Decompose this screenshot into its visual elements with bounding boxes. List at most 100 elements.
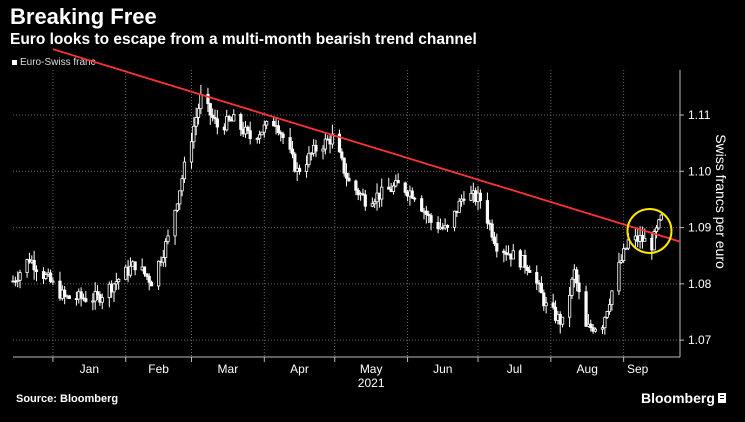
candle-body: [248, 130, 252, 140]
candle-body: [149, 281, 154, 287]
candle-body: [622, 248, 626, 262]
candle-body: [542, 292, 546, 307]
candle-body: [290, 148, 295, 155]
candle-body: [420, 198, 424, 212]
candle-body: [570, 278, 574, 296]
candle-body: [32, 259, 36, 271]
x-tick-label: Aug: [577, 362, 598, 376]
y-tick-label: 1.09: [688, 221, 712, 235]
candle-body: [180, 178, 184, 192]
candle-body: [429, 215, 433, 223]
candle-body: [192, 125, 196, 143]
candle-body: [347, 177, 351, 182]
candle-body: [560, 316, 565, 325]
candle-body: [387, 186, 391, 190]
chart-subtitle: Euro looks to escape from a multi-month …: [10, 31, 477, 48]
candle-body: [213, 117, 217, 120]
candle-body: [265, 120, 269, 126]
candle-body: [281, 133, 285, 139]
candle-body: [577, 282, 581, 293]
trend-line: [52, 48, 681, 243]
candle-body: [617, 261, 621, 292]
candle-body: [589, 323, 593, 329]
candle-body: [619, 260, 623, 263]
candle-body: [260, 131, 264, 136]
candle-body: [173, 209, 177, 237]
candle-body: [297, 167, 302, 172]
candle-body: [445, 224, 450, 228]
candle-body: [161, 257, 165, 263]
candle-body: [133, 261, 137, 271]
candle-body: [51, 280, 55, 283]
candle-body: [44, 274, 48, 279]
y-tick-label: 1.10: [688, 164, 712, 178]
legend-swatch: [12, 60, 17, 65]
candle-body: [215, 118, 219, 128]
candle-body: [485, 200, 490, 224]
candle-body: [227, 116, 231, 121]
candle-body: [18, 272, 22, 281]
candle-body: [189, 141, 194, 163]
candle-body: [117, 278, 121, 283]
candle-body: [511, 250, 515, 260]
candle-body: [48, 272, 53, 282]
candle-body: [100, 297, 104, 303]
candle-body: [363, 194, 367, 207]
candle-body: [239, 114, 243, 130]
candle-body: [523, 255, 527, 268]
candle-body: [178, 190, 182, 205]
candle-body: [208, 103, 212, 116]
candle-body: [34, 269, 39, 272]
candle-body: [147, 275, 151, 283]
candle-body: [657, 219, 661, 229]
candle-body: [307, 152, 311, 166]
candle-body: [495, 243, 499, 252]
candle-body: [196, 108, 201, 118]
candle-body: [452, 210, 457, 228]
candle-body: [356, 189, 360, 196]
candle-body: [142, 266, 147, 275]
candle-body: [424, 210, 428, 215]
legend-label: Euro-Swiss franc: [20, 57, 96, 68]
candle-body: [314, 144, 318, 152]
x-tick-label: Jan: [80, 362, 99, 376]
candle-body: [361, 193, 365, 196]
chart-legend: Euro-Swiss franc: [12, 57, 96, 68]
candle-body: [457, 200, 461, 213]
candle-body: [95, 291, 100, 295]
candle-body: [166, 235, 170, 243]
candle-body: [654, 227, 659, 232]
candle-body: [544, 302, 548, 307]
candle-body: [603, 316, 607, 329]
candle-body: [396, 180, 400, 184]
candle-body: [258, 134, 262, 139]
candle-body: [211, 114, 215, 118]
candle-body: [93, 291, 97, 302]
highlight-circle: [626, 207, 673, 254]
candle-body: [114, 281, 118, 285]
candle-body: [502, 250, 506, 254]
x-tick-label: Mar: [218, 362, 239, 376]
candle-body: [255, 138, 259, 140]
x-year-label: 2021: [358, 376, 385, 390]
candle-body: [490, 223, 494, 238]
candle-body: [624, 247, 628, 250]
x-tick-label: Sep: [627, 362, 649, 376]
y-tick-label: 1.08: [688, 277, 712, 291]
candle-body: [607, 304, 612, 312]
candle-body: [568, 294, 572, 318]
candle-body: [652, 231, 656, 251]
x-tick-label: Feb: [148, 362, 169, 376]
candle-body: [584, 291, 588, 327]
x-tick-label: Apr: [290, 362, 309, 376]
candle-body: [16, 279, 20, 282]
terminal-icon: [717, 393, 726, 403]
candle-body: [206, 93, 210, 104]
candle-body: [112, 283, 116, 293]
candle-body: [413, 197, 417, 200]
candle-body: [391, 185, 396, 192]
candle-body: [492, 236, 497, 244]
candle-body: [380, 186, 384, 200]
candle-body: [175, 203, 180, 211]
candle-body: [293, 153, 297, 172]
